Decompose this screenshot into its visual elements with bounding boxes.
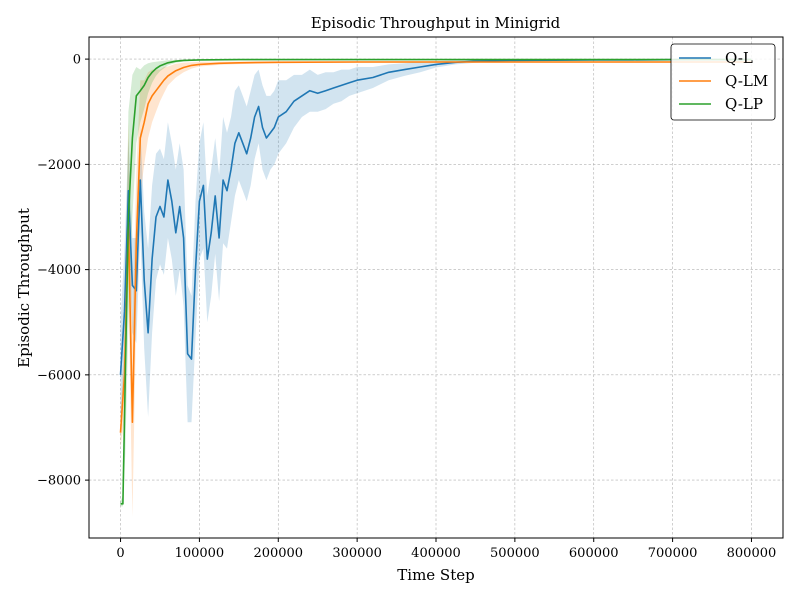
legend: Q-L Q-LM Q-LP <box>670 43 776 121</box>
legend-label-q-lp: Q-LP <box>725 95 763 113</box>
x-axis-label: Time Step <box>397 566 474 584</box>
y-axis-ticks: 0 −2000 −4000 −6000 −8000 <box>37 53 89 489</box>
x-tick-label: 0 <box>116 546 124 561</box>
x-tick-label: 200000 <box>253 546 303 561</box>
confidence-bands <box>120 59 752 517</box>
x-tick-label: 500000 <box>490 546 540 561</box>
y-tick-label: −4000 <box>37 263 81 278</box>
x-tick-label: 700000 <box>648 546 698 561</box>
y-tick-label: −8000 <box>37 474 81 489</box>
x-tick-label: 300000 <box>332 546 382 561</box>
x-tick-label: 800000 <box>727 546 777 561</box>
y-tick-label: −2000 <box>37 158 81 173</box>
y-tick-label: 0 <box>73 53 81 68</box>
chart-title: Episodic Throughput in Minigrid <box>311 14 561 32</box>
series-line-q-l <box>119 58 752 375</box>
x-tick-label: 100000 <box>175 546 225 561</box>
legend-label-q-lm: Q-LM <box>725 72 768 90</box>
x-tick-label: 400000 <box>411 546 461 561</box>
legend-frame <box>670 43 776 121</box>
y-axis-label: Episodic Throughput <box>15 208 33 368</box>
x-tick-label: 600000 <box>569 546 619 561</box>
series-line-q-lp <box>120 58 752 505</box>
y-tick-label: −6000 <box>37 368 81 383</box>
x-axis-ticks: 0 100000 200000 300000 400000 500000 600000 700… <box>116 538 776 561</box>
band-q-l <box>120 59 752 428</box>
series-line-q-lm <box>119 61 752 433</box>
legend-label-q-l: Q-L <box>725 49 753 67</box>
series-lines <box>119 58 752 505</box>
